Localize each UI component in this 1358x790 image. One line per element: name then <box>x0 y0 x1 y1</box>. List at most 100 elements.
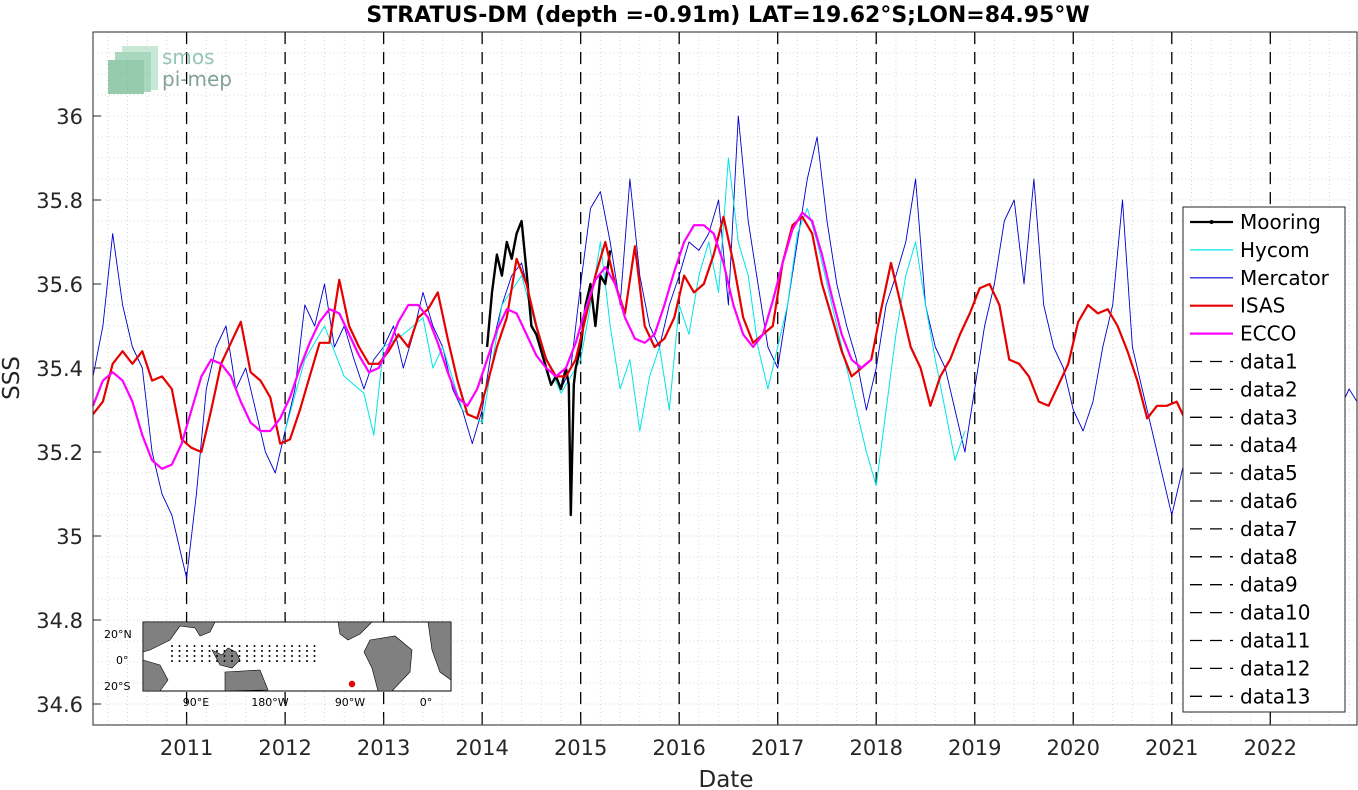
x-tick-label: 2020 <box>1047 736 1100 760</box>
map-buoy-dot <box>216 650 218 652</box>
map-buoy-dot <box>223 655 226 657</box>
series-line-hycom <box>284 157 966 487</box>
map-buoy-dot <box>178 650 181 652</box>
x-tick-label: 2014 <box>455 736 508 760</box>
map-buoy-dot <box>223 650 226 652</box>
y-tick-label: 36 <box>56 105 83 129</box>
map-buoy-dot <box>201 655 203 657</box>
map-buoy-dot <box>171 655 173 657</box>
legend-label: Mercator <box>1240 266 1330 290</box>
y-tick-label: 34.8 <box>36 609 83 633</box>
y-tick-label: 35.2 <box>36 441 83 465</box>
legend-label: data12 <box>1240 656 1311 680</box>
map-buoy-dot <box>253 645 256 647</box>
legend-label: data11 <box>1240 629 1311 653</box>
legend-label: data1 <box>1240 350 1298 374</box>
map-buoy-dot <box>238 660 241 662</box>
map-lon-label-180w: 180°W <box>251 696 288 709</box>
series-line-mooring <box>485 219 612 517</box>
map-buoy-dot <box>231 650 233 652</box>
map-buoy-dot <box>268 650 271 652</box>
x-tick-label: 2022 <box>1244 736 1297 760</box>
map-buoy-dot <box>186 645 188 647</box>
legend-label: ECCO <box>1240 322 1296 346</box>
legend-label: data4 <box>1240 433 1298 457</box>
map-buoy-dot <box>261 660 263 662</box>
map-lat-label-20n: 20°N <box>104 628 132 641</box>
map-buoy-dot <box>223 660 226 662</box>
map-buoy-dot <box>268 660 271 662</box>
series-line-ecco <box>91 211 873 470</box>
map-buoy-dot <box>231 660 233 662</box>
map-buoy-dot <box>268 645 271 647</box>
legend-label: data5 <box>1240 461 1298 485</box>
map-buoy-dot <box>276 645 278 647</box>
map-buoy-dot <box>253 660 256 662</box>
plot-frame <box>92 31 1358 726</box>
logo-waves-icon <box>108 46 158 94</box>
y-tick-label: 35.6 <box>36 273 83 297</box>
legend-marker <box>1209 220 1214 224</box>
legend-label: data9 <box>1240 573 1298 597</box>
x-tick-label: 2012 <box>258 736 311 760</box>
legend-label: data2 <box>1240 377 1298 401</box>
legend: Mooring Hycom Mercator ISAS ECCO data1 data2 da… <box>1182 206 1346 713</box>
logo-text-line2: pi-mep <box>162 67 232 91</box>
y-axis-label: SSS <box>0 356 25 400</box>
map-buoy-dot <box>193 645 196 647</box>
legend-box <box>1182 206 1346 713</box>
x-tick-label: 2017 <box>751 736 804 760</box>
map-buoy-dot <box>298 660 301 662</box>
map-buoy-dot <box>178 660 181 662</box>
x-tick-label: 2019 <box>948 736 1001 760</box>
map-lon-label-90e: 90°E <box>183 696 209 709</box>
map-buoy-dot <box>238 650 241 652</box>
map-location-marker <box>348 680 356 688</box>
map-lon-label-0: 0° <box>420 696 433 709</box>
map-land <box>142 659 169 692</box>
map-buoy-dot <box>208 650 211 652</box>
map-buoy-dot <box>246 660 248 662</box>
map-buoy-dot <box>178 655 181 657</box>
map-buoy-dot <box>238 655 241 657</box>
map-buoy-dot <box>193 650 196 652</box>
map-buoy-dot <box>268 655 271 657</box>
legend-label: data7 <box>1240 517 1298 541</box>
y-tick-label: 34.6 <box>36 693 83 717</box>
x-tick-label: 2021 <box>1145 736 1198 760</box>
map-buoy-dot <box>171 650 173 652</box>
map-buoy-dot <box>298 650 301 652</box>
smos-pimep-logo: smos pi-mep <box>108 45 232 94</box>
map-buoy-dot <box>246 645 248 647</box>
map-buoy-dot <box>276 650 278 652</box>
map-buoy-dot <box>313 650 316 652</box>
legend-label: data10 <box>1240 601 1311 625</box>
map-buoy-dot <box>253 655 256 657</box>
map-buoy-dot <box>208 655 211 657</box>
map-buoy-dot <box>261 645 263 647</box>
map-land <box>211 647 241 669</box>
map-buoy-dot <box>193 655 196 657</box>
map-buoy-dot <box>261 655 263 657</box>
map-buoy-dot <box>276 660 278 662</box>
series-line-isas <box>92 215 1188 454</box>
map-land <box>363 635 413 692</box>
map-buoy-dot <box>178 645 181 647</box>
legend-label: ISAS <box>1240 294 1285 318</box>
legend-label: data6 <box>1240 489 1298 513</box>
x-tick-label: 2018 <box>850 736 903 760</box>
x-tick-label: 2013 <box>357 736 410 760</box>
legend-label: Mooring <box>1240 210 1321 234</box>
map-lon-label-90w: 90°W <box>335 696 365 709</box>
chart-title: STRATUS-DM (depth =-0.91m) LAT=19.62°S;L… <box>366 3 1089 28</box>
map-buoy-dot <box>246 650 248 652</box>
map-buoy-dot <box>208 645 211 647</box>
x-axis-label: Date <box>699 767 754 790</box>
map-buoy-dot <box>306 645 308 647</box>
map-buoy-dot <box>216 645 218 647</box>
map-buoy-dot <box>291 650 293 652</box>
map-land <box>224 669 269 692</box>
map-buoy-dot <box>306 650 308 652</box>
map-lat-label-0: 0° <box>116 654 129 667</box>
